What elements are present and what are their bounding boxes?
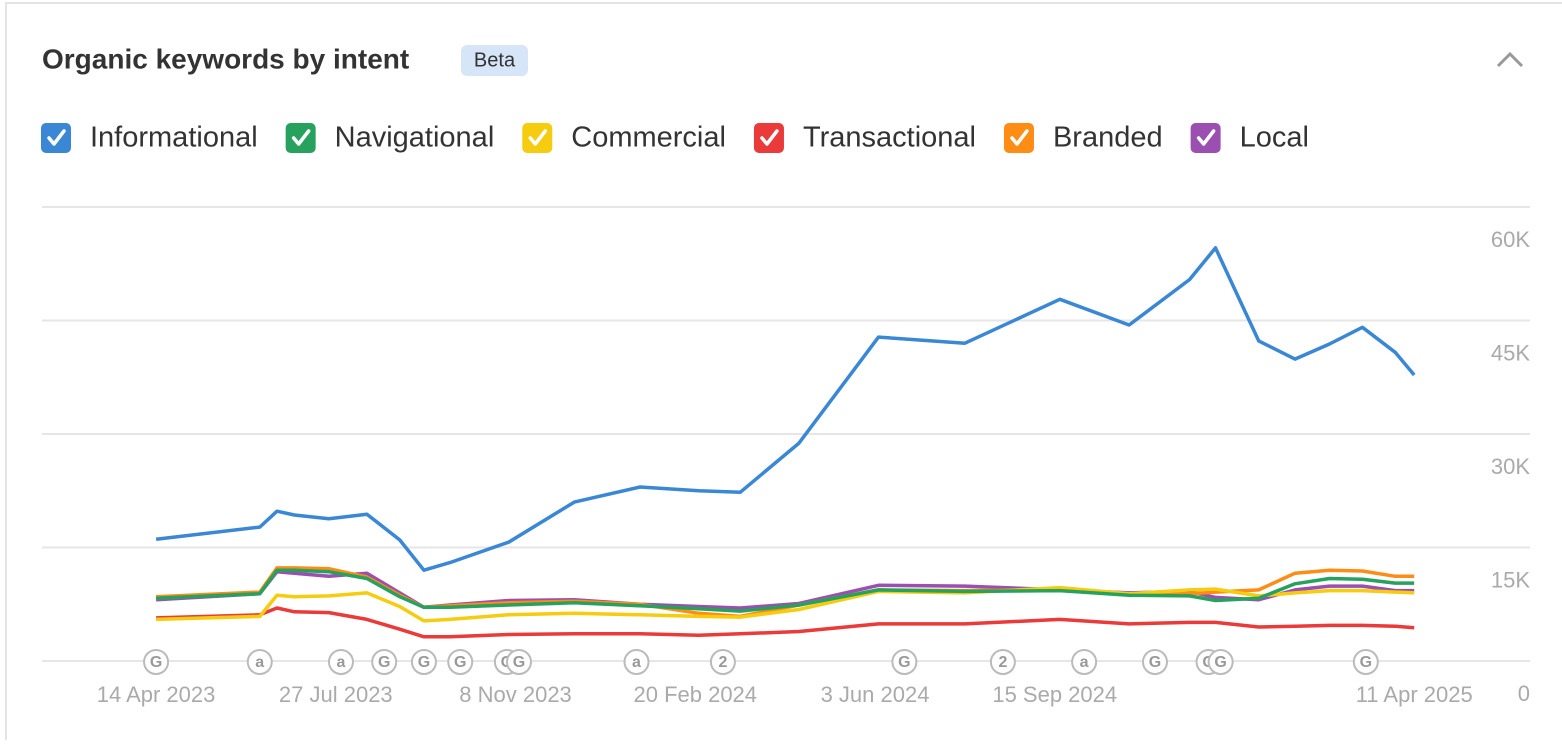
x-tick-label: 27 Jul 2023 xyxy=(279,682,393,707)
legend-item[interactable]: Commercial xyxy=(522,122,726,154)
checkmark xyxy=(1010,129,1029,146)
event-circle[interactable] xyxy=(246,649,273,675)
event-label[interactable]: G xyxy=(1360,654,1372,671)
x-tick-label: 11 Apr 2025 xyxy=(1356,682,1473,707)
event-label[interactable]: G xyxy=(150,654,162,671)
event-marker[interactable]: G xyxy=(1352,649,1379,675)
badge: Beta xyxy=(474,49,516,71)
event-label[interactable]: a xyxy=(255,654,264,671)
event-circle[interactable] xyxy=(447,649,474,675)
y-tick-label: 15K xyxy=(1491,567,1530,592)
event-marker[interactable]: G xyxy=(447,649,474,675)
series-line xyxy=(156,568,1415,613)
legend-checkbox[interactable] xyxy=(41,123,71,153)
event-circle[interactable] xyxy=(410,649,437,675)
y-tick-label: 45K xyxy=(1491,340,1530,365)
legend-checkbox[interactable] xyxy=(1190,123,1221,153)
event-label[interactable]: G xyxy=(454,654,466,671)
event-label[interactable]: a xyxy=(1080,654,1089,671)
event-circle[interactable] xyxy=(989,649,1016,675)
y-tick-label: 60K xyxy=(1491,227,1530,252)
event-circle[interactable] xyxy=(143,649,170,675)
event-label[interactable]: G xyxy=(378,654,390,671)
series-line xyxy=(156,585,1415,623)
legend-label[interactable]: Navigational xyxy=(335,122,495,154)
event-marker[interactable]: a xyxy=(623,649,650,675)
event-circle[interactable] xyxy=(1352,649,1379,675)
event-marker[interactable]: 2 xyxy=(709,649,736,675)
legend-item[interactable]: Local xyxy=(1190,122,1309,154)
event-circle[interactable] xyxy=(1141,649,1168,675)
legend-label[interactable]: Commercial xyxy=(571,122,726,154)
event-marker[interactable]: G xyxy=(1141,649,1168,675)
event-circle[interactable] xyxy=(371,649,398,675)
y-tick-label: 0 xyxy=(1518,681,1530,706)
legend-checkbox[interactable] xyxy=(753,123,784,153)
event-marker[interactable]: G xyxy=(1207,649,1234,675)
badge-bg xyxy=(461,45,528,76)
event-marker[interactable]: a xyxy=(327,649,354,675)
checkmark xyxy=(528,129,548,146)
legend-label[interactable]: Branded xyxy=(1053,122,1163,154)
event-label[interactable]: G xyxy=(1214,654,1226,671)
x-tick-label: 15 Sep 2024 xyxy=(992,682,1117,707)
event-label[interactable]: G xyxy=(898,654,910,671)
x-tick-label: 14 Apr 2023 xyxy=(97,682,216,707)
card-border xyxy=(5,2,1562,744)
legend-item[interactable]: Navigational xyxy=(285,122,495,154)
event-label[interactable]: G xyxy=(513,654,525,671)
event-circle[interactable] xyxy=(1207,649,1234,675)
event-circle[interactable] xyxy=(709,649,736,675)
legend-item[interactable]: Transactional xyxy=(753,122,976,154)
event-circle[interactable] xyxy=(327,649,354,675)
legend-checkbox[interactable] xyxy=(522,123,553,153)
event-label[interactable]: 2 xyxy=(998,654,1007,671)
event-marker[interactable]: G xyxy=(143,649,170,675)
legend: Informational Navigational Commercial Trans… xyxy=(41,122,1309,154)
event-circle[interactable] xyxy=(505,649,532,675)
event-marker[interactable]: 2 xyxy=(989,649,1016,675)
event-circle[interactable] xyxy=(891,649,918,675)
checkmark xyxy=(760,129,779,146)
legend-label[interactable]: Local xyxy=(1240,122,1309,154)
event-label[interactable]: G xyxy=(418,654,430,671)
event-circle[interactable] xyxy=(623,649,650,675)
event-circle[interactable] xyxy=(1071,649,1098,675)
event-marker[interactable]: G xyxy=(371,649,398,675)
x-tick-label: 3 Jun 2024 xyxy=(821,682,930,707)
checkmark xyxy=(1196,129,1216,146)
legend-item[interactable]: Branded xyxy=(1003,122,1163,154)
event-label[interactable]: a xyxy=(632,654,641,671)
y-tick-label: 30K xyxy=(1491,454,1530,479)
legend-checkbox[interactable] xyxy=(285,123,316,153)
event-label[interactable]: G xyxy=(1149,654,1161,671)
collapse-button[interactable] xyxy=(1496,51,1524,68)
legend-label[interactable]: Informational xyxy=(90,122,258,154)
x-tick-label: 20 Feb 2024 xyxy=(633,682,757,707)
plot: 0 15K 30K 45K 60K 14 Apr 2023 27 Jul 2023 8 Nov… xyxy=(42,206,1530,707)
x-tick-label: 8 Nov 2023 xyxy=(459,682,572,707)
legend-label[interactable]: Transactional xyxy=(803,122,976,154)
event-marker[interactable]: G xyxy=(505,649,532,675)
checkmark xyxy=(47,129,66,146)
title: Organic keywords by intent xyxy=(42,43,409,74)
legend-checkbox[interactable] xyxy=(1003,123,1034,153)
series-line xyxy=(156,606,1415,639)
event-label[interactable]: a xyxy=(337,654,346,671)
event-marker[interactable]: G xyxy=(891,649,918,675)
event-marker[interactable]: a xyxy=(1071,649,1098,675)
event-marker[interactable]: a xyxy=(246,649,273,675)
event-marker[interactable]: G xyxy=(410,649,437,675)
series-line xyxy=(155,246,1416,572)
event-label[interactable]: 2 xyxy=(718,654,727,671)
legend-item[interactable]: Informational xyxy=(41,122,258,154)
checkmark xyxy=(291,129,311,146)
